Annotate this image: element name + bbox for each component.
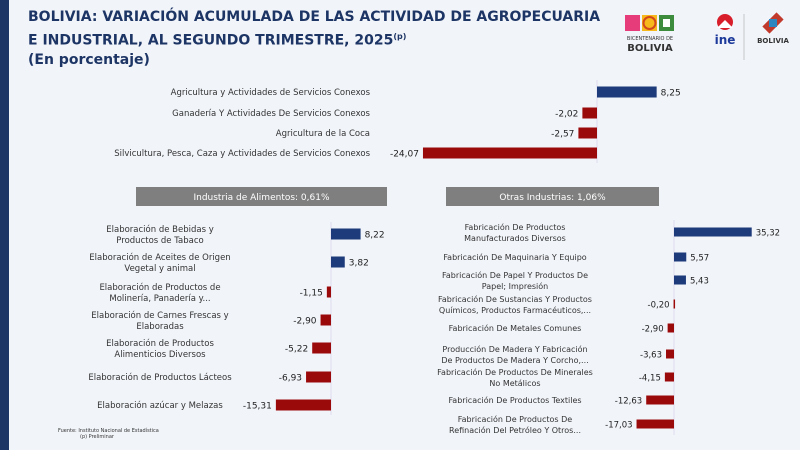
bar bbox=[326, 286, 331, 298]
side-stripe bbox=[0, 0, 9, 450]
bar bbox=[636, 419, 674, 429]
category-label: Fabricación De Papel Y Productos De Papel… bbox=[442, 270, 588, 291]
category-label: Elaboración de Productos Lácteos bbox=[88, 372, 232, 383]
ine-text: ine bbox=[715, 33, 736, 47]
category-label: Elaboración de Aceites de Origen Vegetal … bbox=[89, 252, 230, 274]
title-line-1: BOLIVIA: VARIACIÓN ACUMULADA DE LAS ACTI… bbox=[28, 9, 601, 25]
bar bbox=[306, 371, 331, 383]
bar bbox=[664, 372, 674, 382]
bicentenario-logo bbox=[625, 15, 674, 31]
category-label: Elaboración de Productos de Molinería, Pa… bbox=[99, 282, 220, 304]
category-label: Elaboración azúcar y Melazas bbox=[97, 400, 223, 411]
source-text: Fuente: Instituto Nacional de Estadístic… bbox=[58, 428, 159, 434]
data-label: 35,32 bbox=[756, 229, 780, 239]
bar bbox=[320, 314, 331, 326]
estado-logo: BOLIVIA bbox=[757, 12, 789, 45]
category-label: Fabricación De Productos Manufacturados D… bbox=[464, 222, 566, 243]
source-note: Fuente: Instituto Nacional de Estadístic… bbox=[58, 428, 159, 440]
preliminary-note: (p) Preliminar bbox=[80, 434, 114, 440]
category-label: Fabricación De Productos Textiles bbox=[448, 395, 581, 405]
category-label: Fabricación De Sustancias Y Productos Quí… bbox=[438, 294, 592, 315]
title-sup: (p) bbox=[393, 32, 407, 41]
bar bbox=[646, 395, 674, 405]
section-header-label: Industria de Alimentos: 0,61% bbox=[193, 193, 330, 203]
estado-text: BOLIVIA bbox=[757, 37, 789, 45]
data-label: -1,15 bbox=[300, 289, 323, 299]
data-label: -12,63 bbox=[615, 397, 642, 407]
bar bbox=[578, 127, 597, 139]
category-label: Fabricación De Productos De Minerales No … bbox=[437, 367, 593, 388]
data-label: -2,57 bbox=[551, 130, 574, 140]
bar bbox=[673, 299, 676, 309]
data-label: 8,22 bbox=[365, 231, 385, 241]
bar bbox=[582, 107, 597, 119]
subtitle: (En porcentaje) bbox=[28, 51, 150, 68]
category-label: Silvicultura, Pesca, Caza y Actividades … bbox=[114, 149, 370, 159]
bicentenario-text: BICENTENARIO DE BOLIVIA bbox=[626, 36, 674, 54]
data-label: -5,22 bbox=[285, 345, 308, 355]
data-label: -0,20 bbox=[648, 301, 670, 311]
category-label: Fabricación De Maquinaria Y Equipo bbox=[443, 252, 586, 262]
bar bbox=[674, 252, 687, 262]
data-label: -15,31 bbox=[243, 402, 272, 412]
bar bbox=[312, 342, 331, 354]
ine-logo: ine bbox=[715, 14, 736, 47]
bar bbox=[422, 147, 597, 159]
category-label: Fabricación De Productos De Refinación De… bbox=[449, 414, 581, 435]
category-label: Ganadería Y Actividades De Servicios Con… bbox=[172, 109, 370, 119]
category-label: Elaboración de Productos Alimenticios Div… bbox=[106, 338, 214, 360]
category-label: Producción De Madera Y Fabricación De Pro… bbox=[441, 344, 588, 365]
category-label: Elaboración de Bebidas y Productos de Tab… bbox=[106, 224, 213, 246]
page-title: BOLIVIA: VARIACIÓN ACUMULADA DE LAS ACTI… bbox=[28, 8, 600, 70]
bar bbox=[331, 256, 345, 268]
data-label: -6,93 bbox=[279, 374, 302, 384]
data-label: -3,63 bbox=[640, 351, 662, 361]
bar bbox=[667, 323, 674, 333]
data-label: 5,43 bbox=[690, 277, 709, 287]
title-line-2: E INDUSTRIAL, AL SEGUNDO TRIMESTRE, 2025 bbox=[28, 32, 394, 49]
category-label: Agricultura y Actividades de Servicios C… bbox=[171, 88, 371, 98]
category-label: Agricultura de la Coca bbox=[276, 129, 370, 139]
bar bbox=[331, 228, 361, 240]
data-label: -24,07 bbox=[390, 150, 419, 160]
logos: ine BOLIVIA bbox=[625, 12, 789, 60]
data-label: -4,15 bbox=[639, 374, 661, 384]
data-label: 3,82 bbox=[349, 259, 369, 269]
data-label: -17,03 bbox=[605, 421, 632, 431]
section-header-label: Otras Industrias: 1,06% bbox=[499, 193, 606, 203]
bar bbox=[674, 227, 752, 237]
data-label: -2,90 bbox=[293, 317, 317, 327]
category-label: Fabricación De Metales Comunes bbox=[449, 323, 582, 333]
section-header bbox=[136, 187, 387, 206]
bar bbox=[666, 349, 674, 359]
bar bbox=[674, 275, 686, 285]
bar bbox=[275, 399, 331, 411]
data-label: 5,57 bbox=[690, 254, 709, 264]
data-label: -2,90 bbox=[642, 325, 664, 335]
bar bbox=[597, 86, 657, 98]
category-label: Elaboración de Carnes Frescas y Elaborada… bbox=[91, 310, 228, 332]
section-header bbox=[446, 187, 659, 206]
data-label: 8,25 bbox=[661, 89, 681, 99]
data-label: -2,02 bbox=[555, 110, 578, 120]
